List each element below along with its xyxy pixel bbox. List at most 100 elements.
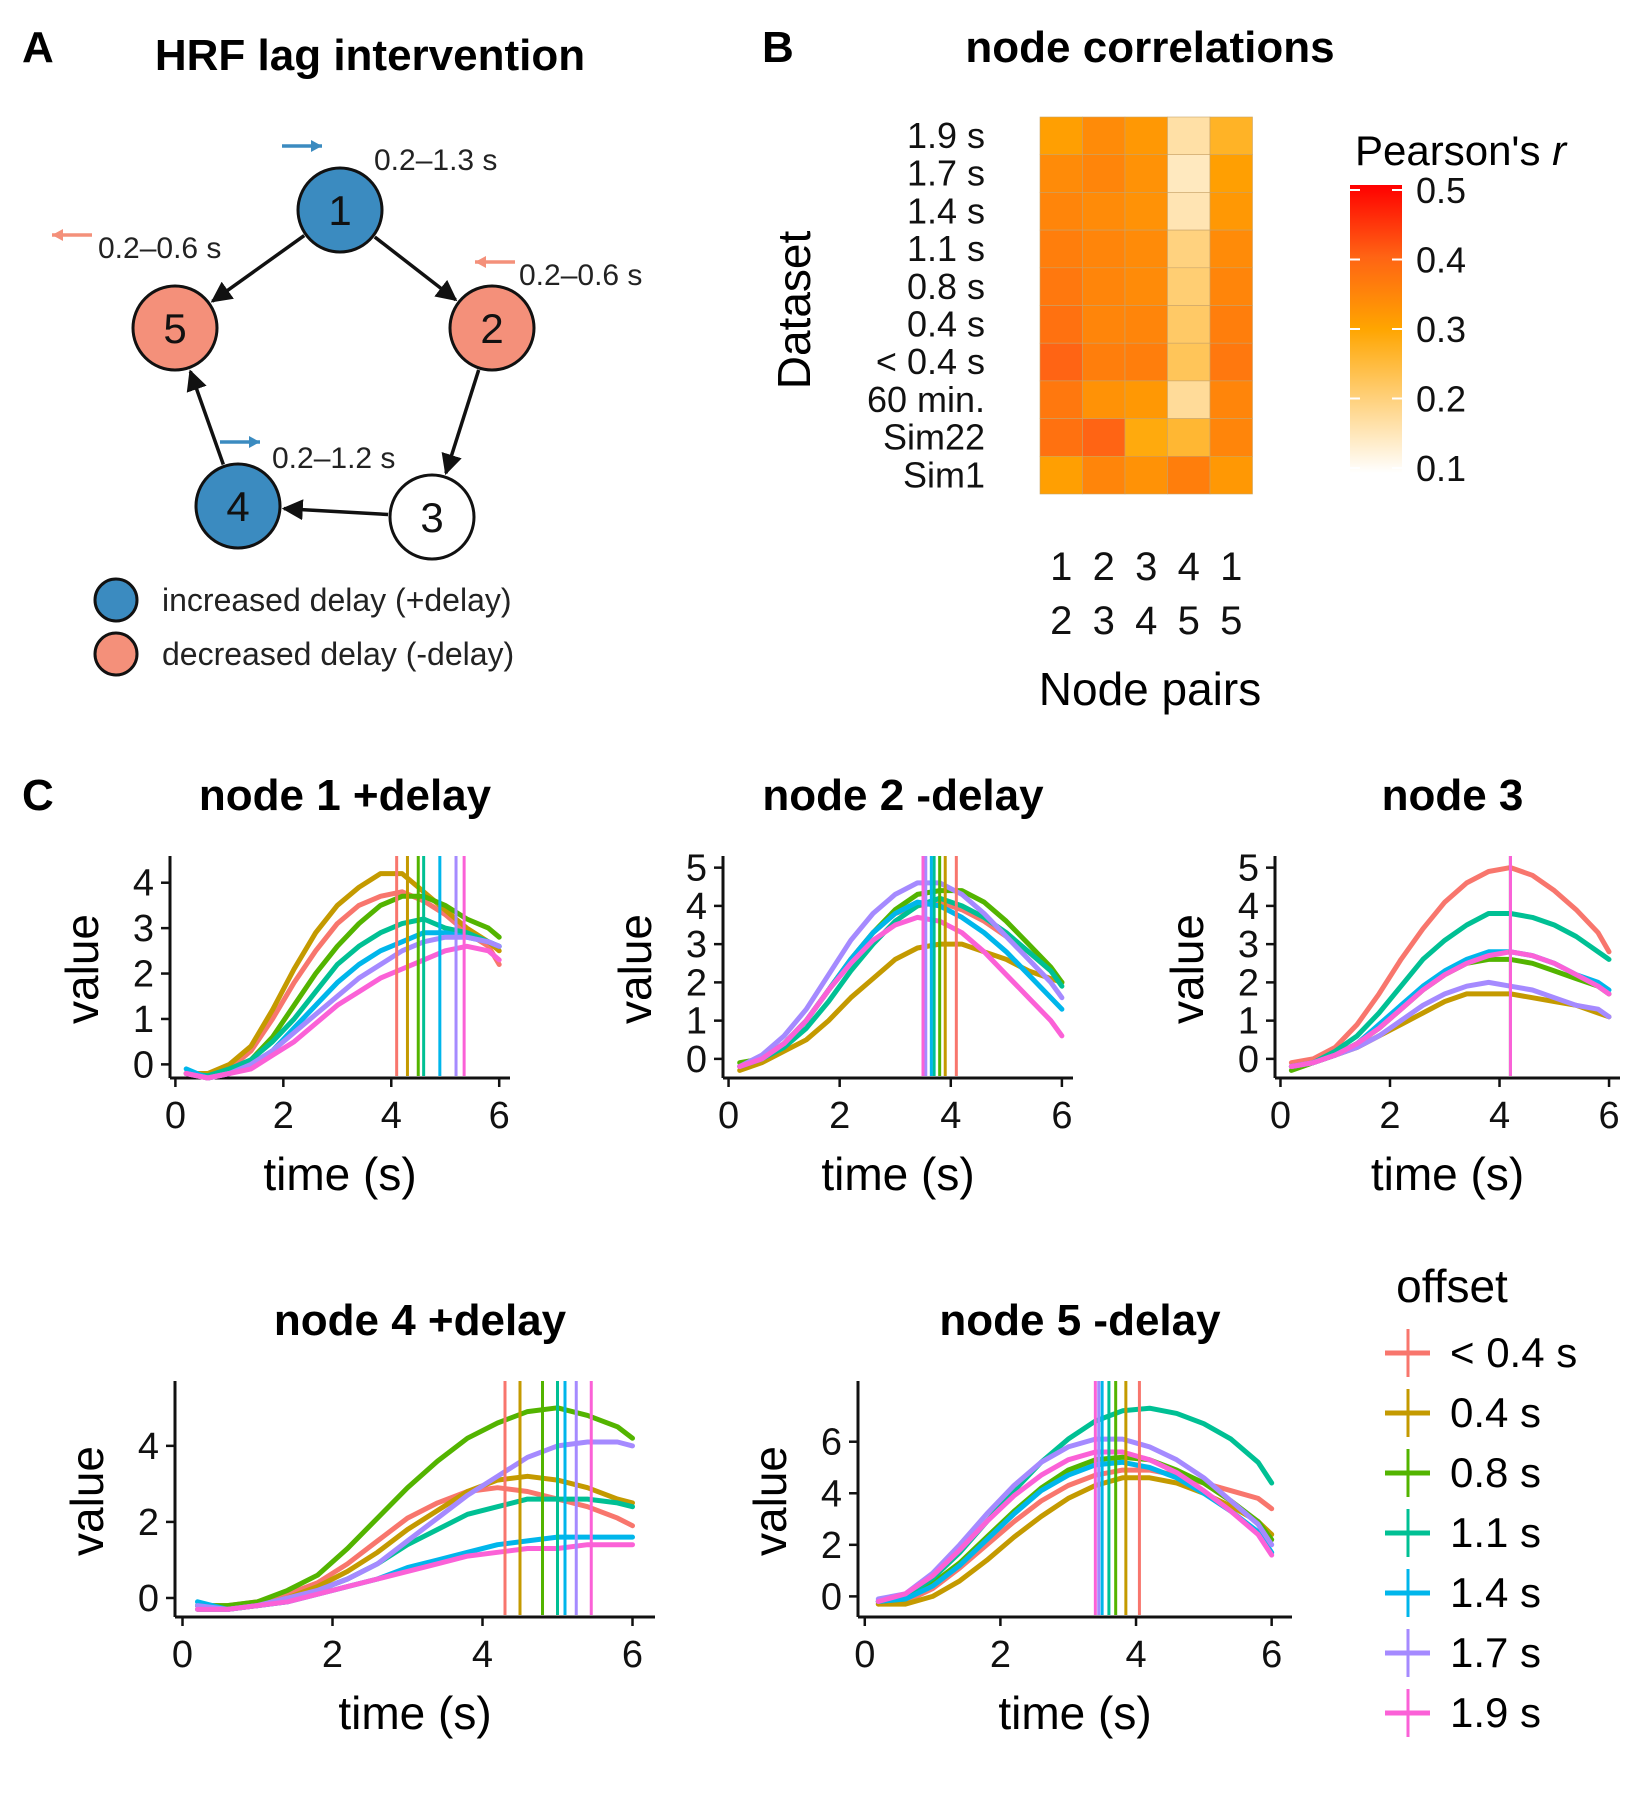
lag-annotation-node-1: 0.2–1.3 s xyxy=(374,144,497,177)
y-tick-label: 2 xyxy=(138,1502,159,1544)
heatmap-row-label: 1.4 s xyxy=(907,190,985,231)
legend-swatch xyxy=(93,631,139,677)
heatmap-cell xyxy=(1167,418,1211,457)
y-axis-label: value xyxy=(56,914,108,1024)
heatmap-cell xyxy=(1167,267,1211,306)
offset-legend-label: 0.4 s xyxy=(1450,1389,1541,1436)
heatmap-cell xyxy=(1209,455,1253,495)
x-axis-label: time (s) xyxy=(1371,1148,1524,1200)
offset-legend-label: 0.8 s xyxy=(1450,1449,1541,1496)
lag-arrow-icon xyxy=(475,256,486,268)
node-2-label: 2 xyxy=(480,305,503,352)
heatmap-cell xyxy=(1082,116,1126,156)
heatmap-row-label: 1.1 s xyxy=(907,228,985,269)
heatmap-col-label-top: 2 xyxy=(1093,545,1115,589)
heatmap-y-axis-label: Dataset xyxy=(768,231,820,390)
series-line xyxy=(1288,911,1612,1069)
heatmap-cell xyxy=(1167,305,1211,344)
colorbar-tick-label: 0.5 xyxy=(1416,170,1466,211)
node-5-label: 5 xyxy=(163,305,186,352)
series-line xyxy=(875,1436,1275,1602)
y-tick-label: 4 xyxy=(133,863,154,905)
heatmap-col-label-bottom: 2 xyxy=(1050,599,1072,643)
node-1-circle xyxy=(296,166,384,254)
series-line xyxy=(875,1449,1275,1604)
node-1-label: 1 xyxy=(328,187,351,234)
series-line xyxy=(183,889,502,1079)
y-tick-label: 0 xyxy=(821,1576,842,1618)
edge-4-5 xyxy=(186,369,225,466)
heatmap-cell xyxy=(1082,342,1126,382)
heatmap-cell xyxy=(1167,455,1211,495)
offset-legend-label: 1.9 s xyxy=(1450,1689,1541,1736)
colorbar-title: Pearson's r xyxy=(1355,127,1568,174)
heatmap-row-label: < 0.4 s xyxy=(876,341,985,382)
heatmap-col-label-bottom: 5 xyxy=(1220,599,1242,643)
x-axis-label: time (s) xyxy=(821,1148,974,1200)
lag-annotation-node-4: 0.2–1.2 s xyxy=(272,442,395,475)
heatmap-cell xyxy=(1082,154,1126,193)
heatmap-row-label: Sim22 xyxy=(883,417,985,458)
heatmap-cell xyxy=(1209,229,1253,269)
x-tick-label: 4 xyxy=(472,1634,493,1676)
series-line xyxy=(183,930,502,1081)
heatmap-cell xyxy=(1124,229,1168,269)
heatmap-col-label-bottom: 3 xyxy=(1093,599,1115,643)
heatmap-cell xyxy=(1039,267,1083,306)
x-tick-label: 6 xyxy=(1598,1095,1619,1137)
heatmap-cell xyxy=(1082,192,1126,231)
series-line xyxy=(195,1405,635,1609)
y-axis-label: value xyxy=(744,1446,796,1556)
x-tick-label: 6 xyxy=(622,1634,643,1676)
y-tick-label: 0 xyxy=(686,1039,707,1081)
y-tick-label: 2 xyxy=(821,1525,842,1567)
chart-title: node 1 +delay xyxy=(199,771,492,820)
heatmap-cell xyxy=(1209,154,1253,193)
heatmap-x-axis-label: Node pairs xyxy=(1039,663,1261,715)
node-5-circle xyxy=(131,284,219,372)
offset-legend-label: 1.4 s xyxy=(1450,1569,1541,1616)
offset-legend-title: offset xyxy=(1396,1260,1508,1312)
heatmap-cell xyxy=(1124,455,1168,495)
heatmap-cell xyxy=(1124,342,1168,382)
panel-label-b: B xyxy=(762,23,794,72)
heatmap-cell xyxy=(1082,305,1126,344)
y-tick-label: 5 xyxy=(686,848,707,890)
offset-legend-label: 1.1 s xyxy=(1450,1509,1541,1556)
series-line xyxy=(737,914,1065,1069)
heatmap-cell xyxy=(1209,267,1253,306)
series-line xyxy=(195,1542,635,1612)
x-tick-label: 6 xyxy=(1051,1095,1072,1137)
x-axis-label: time (s) xyxy=(338,1687,491,1739)
edge-1-2 xyxy=(373,235,458,302)
series-line xyxy=(737,895,1065,1069)
heatmap-cell xyxy=(1039,455,1083,495)
colorbar-tick-label: 0.4 xyxy=(1416,240,1466,281)
x-tick-label: 0 xyxy=(718,1095,739,1137)
legend-swatch xyxy=(93,577,139,623)
heatmap-row-label: 1.9 s xyxy=(907,115,985,156)
heatmap-row-label: 1.7 s xyxy=(907,153,985,194)
x-tick-label: 6 xyxy=(489,1095,510,1137)
x-tick-label: 2 xyxy=(322,1634,343,1676)
y-tick-label: 0 xyxy=(138,1578,159,1620)
heatmap-cell xyxy=(1209,342,1253,382)
x-tick-label: 0 xyxy=(172,1634,193,1676)
y-axis-label: value xyxy=(609,914,661,1024)
legend-item-label: increased delay (+delay) xyxy=(162,582,512,618)
y-tick-label: 0 xyxy=(133,1044,154,1086)
y-tick-label: 1 xyxy=(686,1001,707,1043)
heatmap-cell xyxy=(1082,229,1126,269)
y-tick-label: 4 xyxy=(138,1426,159,1468)
legend-item-label: decreased delay (-delay) xyxy=(162,636,514,672)
chart-title: node 3 xyxy=(1382,771,1524,820)
x-tick-label: 4 xyxy=(1489,1095,1510,1137)
colorbar-title-italic: r xyxy=(1552,127,1568,174)
heatmap-cell xyxy=(1039,418,1083,457)
heatmap-cell xyxy=(1039,342,1083,382)
heatmap-cell xyxy=(1124,305,1168,344)
heatmap-cell xyxy=(1039,116,1083,156)
